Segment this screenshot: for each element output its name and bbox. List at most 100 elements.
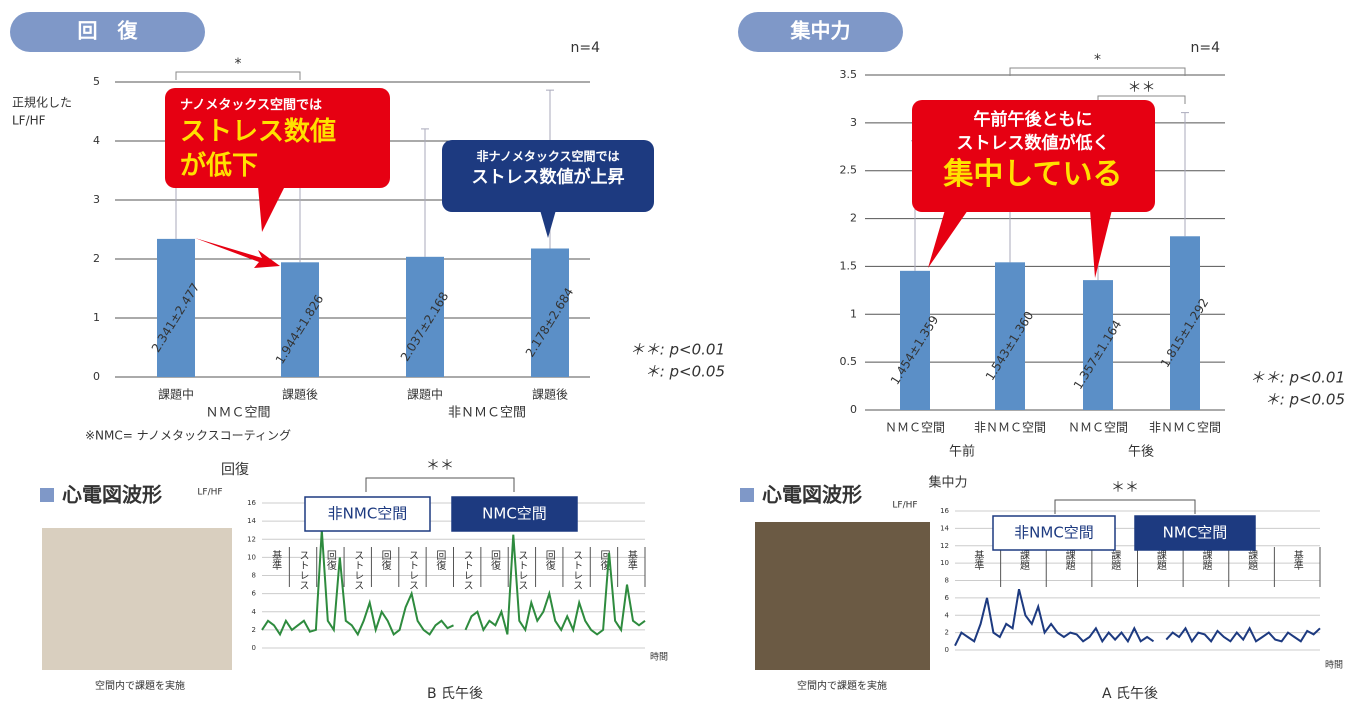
- callout-text: が低下: [180, 150, 258, 181]
- y-tick-label: 0: [252, 644, 256, 652]
- y-tick-label: 0: [850, 403, 857, 416]
- y-tick-label: 2: [850, 212, 857, 225]
- y-tick-label: 3: [850, 116, 857, 129]
- y-tick-label: 1: [850, 307, 857, 320]
- segment-label: ストレス: [352, 550, 363, 590]
- callout-text: ナノメタックス空間では: [180, 97, 322, 113]
- group-label: 午後: [1128, 445, 1154, 460]
- title-pill: [738, 12, 903, 52]
- photo: [42, 528, 232, 670]
- x-tick-label: 課題後: [282, 387, 318, 402]
- legend-box: [992, 515, 1116, 551]
- legend-box: [1134, 515, 1256, 551]
- y-tick-label: 3: [93, 193, 100, 206]
- bar: [406, 256, 444, 377]
- legend-box: [451, 496, 578, 532]
- p-note: ＊＊: p<0.01: [630, 341, 725, 359]
- significance-bracket: [175, 71, 301, 80]
- y-tick-label: 4: [945, 611, 950, 619]
- y-tick-label: 16: [940, 507, 949, 515]
- y-tick-label: 0: [93, 370, 100, 383]
- y-tick-label: 5: [93, 75, 100, 88]
- segment-label: 回復: [434, 550, 446, 571]
- callout-text: ストレス数値: [180, 117, 336, 147]
- section-title: 心電図波形: [762, 483, 862, 507]
- legend-label: NMC空間: [482, 505, 547, 523]
- segment-label: ストレス: [406, 550, 417, 590]
- bar: [1170, 236, 1200, 410]
- legend-label: 非NMC空間: [328, 505, 408, 523]
- y-axis-label: 回復: [221, 461, 249, 478]
- significance-label: *: [235, 56, 242, 72]
- p-note: ＊＊: p<0.01: [1250, 369, 1345, 387]
- segment-label: 課題: [1017, 549, 1029, 570]
- photo-caption: 空間内で課題を実施: [797, 679, 887, 692]
- segment-label: ストレス: [461, 550, 472, 590]
- y-tick-label: 2: [252, 626, 256, 634]
- n-label: n=4: [570, 40, 600, 56]
- legend-box: [304, 496, 431, 532]
- section-title: 心電図波形: [62, 483, 162, 507]
- y-tick-label: 0.5: [840, 355, 858, 368]
- callout-tail: [258, 186, 285, 232]
- group-label: 非ＮＭＣ空間: [448, 406, 526, 421]
- y-axis-label: 集中力: [928, 475, 967, 491]
- x-tick-label: ＮＭＣ空間: [885, 421, 945, 435]
- y-tick-label: 4: [252, 608, 257, 616]
- p-note: ＊: p<0.05: [1265, 391, 1345, 409]
- x-tick-label: 非ＮＭＣ空間: [1149, 421, 1221, 435]
- line-series: [261, 530, 646, 637]
- x-axis-label: 時間: [1325, 660, 1343, 671]
- y-axis-label: LF/HF: [892, 501, 917, 511]
- x-tick-label: ＮＭＣ空間: [1068, 421, 1128, 435]
- n-label: n=4: [1190, 40, 1220, 56]
- callout: [912, 100, 1155, 212]
- footnote: ※NMC= ナノメタックスコーティング: [85, 429, 291, 443]
- x-tick-label: 課題中: [407, 387, 443, 402]
- y-tick-label: 2: [93, 252, 100, 265]
- y-tick-label: 10: [247, 553, 256, 561]
- segment-label: 基準: [270, 549, 282, 571]
- y-tick-label: 1: [93, 311, 100, 324]
- significance-label: *: [1094, 52, 1101, 68]
- photo: [755, 522, 930, 670]
- group-label: ＮＭＣ空間: [205, 406, 270, 421]
- y-tick-label: 1.5: [840, 259, 858, 272]
- p-note: ＊: p<0.05: [645, 363, 725, 381]
- significance-label: ＊＊: [1128, 80, 1156, 96]
- y-tick-label: 2.5: [840, 164, 858, 177]
- y-tick-label: 12: [940, 542, 949, 550]
- chart-title: A 氏午後: [1102, 686, 1158, 702]
- bar: [281, 262, 319, 377]
- y-tick-label: 14: [940, 524, 949, 532]
- callout-text: ストレス数値が上昇: [472, 166, 625, 187]
- chart-title: 集中力: [790, 19, 851, 43]
- bar: [995, 262, 1025, 410]
- x-tick-label: 非ＮＭＣ空間: [974, 421, 1046, 435]
- segment-label: 回復: [379, 550, 391, 571]
- title-pill: [10, 12, 205, 52]
- callout: [442, 140, 654, 212]
- callout-tail: [928, 210, 968, 268]
- y-tick-label: 3.5: [840, 68, 858, 81]
- callout: [165, 88, 390, 188]
- callout-text: ストレス数値が低く: [957, 132, 1110, 153]
- y-tick-label: 6: [945, 594, 950, 602]
- segment-label: 課題: [1200, 549, 1212, 570]
- y-tick-label: 12: [247, 535, 256, 543]
- y-axis-label: LF/HF: [12, 114, 46, 128]
- bar: [900, 270, 930, 410]
- y-tick-label: 4: [93, 134, 100, 147]
- callout-text: 午前午後ともに: [974, 109, 1093, 130]
- segment-label: 課題: [1246, 549, 1258, 570]
- line-series: [954, 588, 1321, 647]
- y-tick-label: 2: [945, 629, 949, 637]
- legend-label: NMC空間: [1163, 524, 1228, 542]
- segment-label: 回復: [598, 550, 610, 571]
- y-tick-label: 10: [940, 559, 949, 567]
- section-marker: [740, 488, 754, 502]
- y-axis-label: LF/HF: [197, 488, 222, 498]
- segment-label: 回復: [324, 550, 336, 571]
- chart-title: B 氏午後: [427, 686, 483, 702]
